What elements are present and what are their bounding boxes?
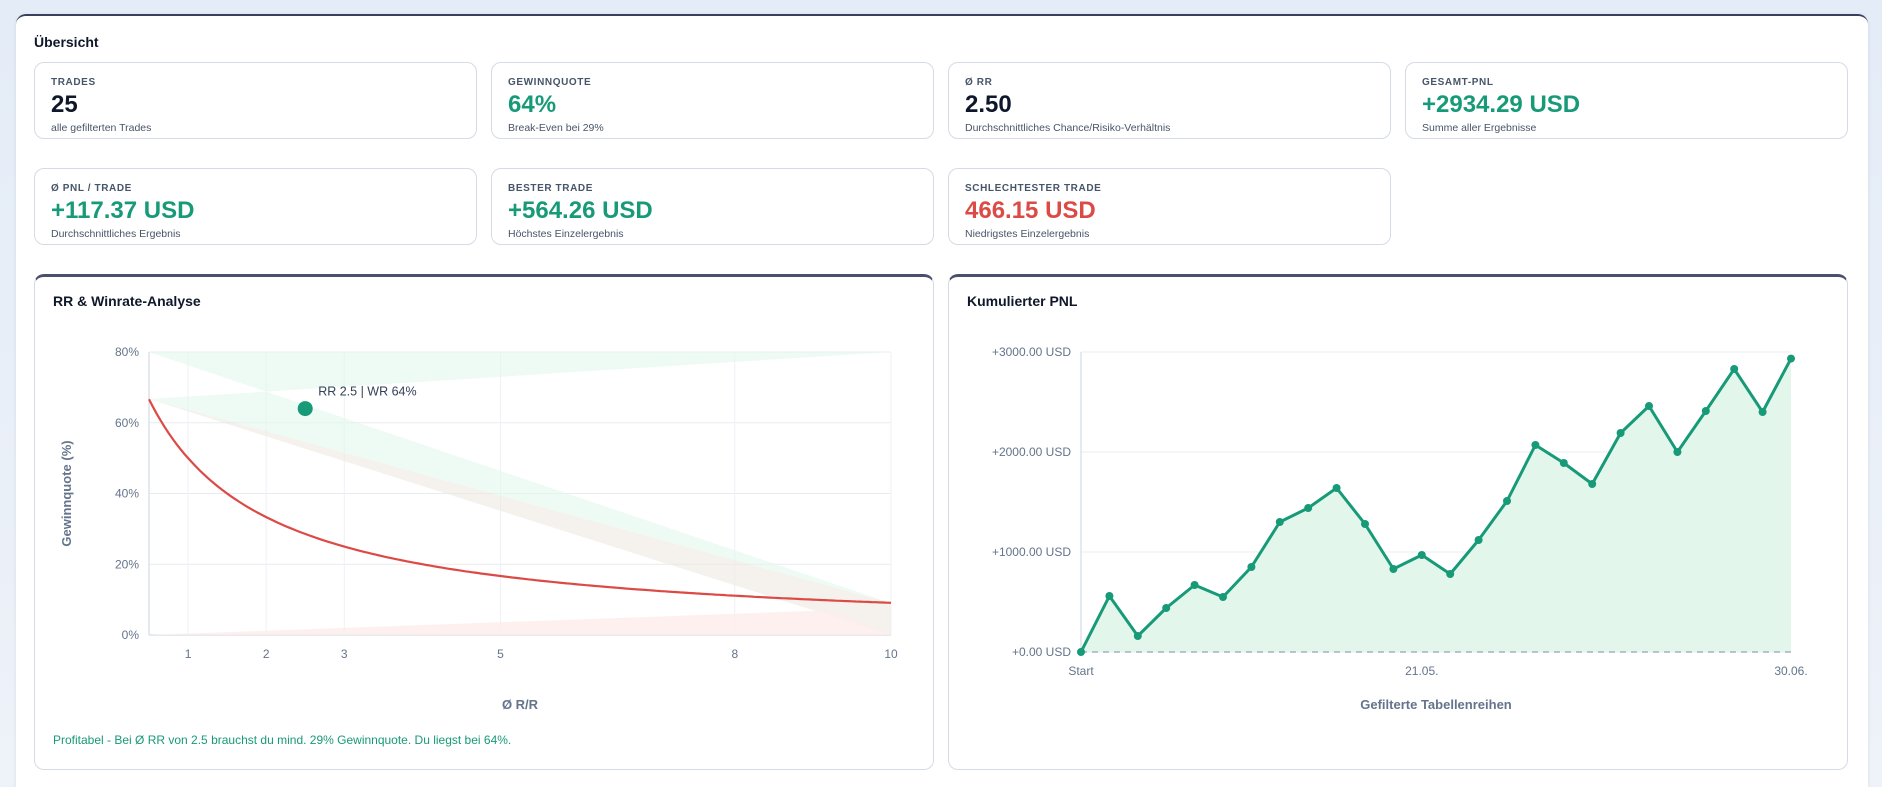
kpi-label: SCHLECHTESTER TRADE — [965, 183, 1102, 194]
pnl-point — [1417, 551, 1426, 559]
kpi-value: 2.50 — [965, 91, 1012, 118]
kpi-sub: Niedrigstes Einzelergebnis — [965, 228, 1090, 240]
x-axis-label: Ø R/R — [502, 697, 539, 712]
y-axis-label: Gewinnquote (%) — [59, 440, 74, 546]
kpi-sub: alle gefilterten Trades — [51, 122, 152, 134]
kpi-label: ø RR — [965, 77, 993, 88]
pnl-point — [1332, 484, 1341, 492]
kpi-card-trades: TRADES 25 alle gefilterten Trades — [34, 62, 477, 139]
kpi-value: 25 — [51, 91, 78, 118]
pnl-point — [1531, 441, 1540, 449]
x-tick-label: 10 — [884, 647, 898, 661]
y-tick-label: 40% — [115, 487, 139, 501]
y-tick-label: 20% — [115, 557, 139, 571]
pnl-point — [1758, 408, 1767, 416]
profitability-note: Profitabel - Bei Ø RR von 2.5 brauchst d… — [53, 733, 512, 747]
chart-title: RR & Winrate-Analyse — [53, 293, 201, 309]
kpi-label: ø PNL / TRADE — [51, 183, 132, 194]
kpi-card-best-trade: BESTER TRADE +564.26 USD Höchstes Einzel… — [491, 168, 934, 245]
pnl-point — [1645, 402, 1653, 410]
rr-winrate-chart: 0% 20% 40% 60% 80% 1 2 3 5 8 10 RR 2.5 | WR 64% Ø R/… — [59, 345, 898, 712]
pnl-point — [1787, 354, 1795, 363]
kpi-value: +2934.29 USD — [1422, 91, 1581, 118]
pnl-line — [1079, 357, 1793, 653]
pnl-point — [1616, 429, 1625, 437]
kpi-label: GEWINNQUOTE — [508, 77, 592, 88]
chart-title: Kumulierter PNL — [967, 293, 1078, 309]
x-tick-label: 8 — [731, 647, 738, 661]
pnl-point — [1190, 581, 1199, 589]
kpi-value: 64% — [508, 91, 557, 118]
kpi-card-total-pnl: GESAMT-PNL +2934.29 USD Summe aller Erge… — [1405, 62, 1848, 139]
kpi-card-worst-trade: SCHLECHTESTER TRADE 466.15 USD Niedrigst… — [948, 168, 1391, 245]
overview-panel: Übersicht TRADES 25 alle gefilterten Tra… — [16, 14, 1868, 787]
pnl-point — [1133, 632, 1142, 640]
pnl-point — [1673, 448, 1682, 456]
y-tick-label: +1000.00 USD — [992, 545, 1071, 559]
kpi-sub: Höchstes Einzelergebnis — [508, 228, 624, 240]
y-tick-label: +2000.00 USD — [992, 445, 1071, 459]
pnl-point — [1162, 604, 1171, 612]
x-tick-label: 2 — [263, 647, 270, 661]
pnl-point — [1701, 407, 1710, 415]
pnl-point — [1361, 520, 1369, 528]
overview-title: Übersicht — [34, 34, 99, 50]
kpi-label: GESAMT-PNL — [1422, 77, 1494, 88]
pnl-point — [1219, 593, 1227, 601]
kpi-card-avg-pnl: ø PNL / TRADE +117.37 USD Durchschnittli… — [34, 168, 477, 245]
current-position-point — [297, 401, 313, 417]
kpi-sub: Durchschnittliches Ergebnis — [51, 228, 181, 240]
profit-zone — [149, 352, 891, 604]
pnl-point — [1559, 459, 1568, 467]
kpi-label: BESTER TRADE — [508, 183, 593, 194]
y-tick-label: 60% — [115, 416, 139, 430]
x-tick-label: 1 — [185, 647, 192, 661]
y-tick-label: +3000.00 USD — [992, 345, 1071, 359]
pnl-area — [1081, 358, 1791, 652]
y-tick-label: 0% — [122, 628, 140, 642]
pnl-point — [1474, 536, 1483, 544]
pnl-point — [1105, 592, 1114, 600]
kpi-label: TRADES — [51, 77, 96, 88]
kpi-card-winrate: GEWINNQUOTE 64% Break-Even bei 29% — [491, 62, 934, 139]
x-tick-label: 5 — [497, 647, 504, 661]
kpi-sub: Summe aller Ergebnisse — [1422, 122, 1537, 134]
cumulative-pnl-chart: +0.00 USD +1000.00 USD +2000.00 USD +3000.0… — [992, 345, 1808, 712]
pnl-point — [1275, 518, 1284, 526]
pnl-point — [1446, 570, 1455, 578]
y-tick-label: 80% — [115, 345, 139, 359]
pnl-point — [1588, 480, 1597, 488]
pnl-chart-card: Kumulierter PNL +0.00 USD +1000.00 USD +20… — [948, 274, 1848, 770]
x-tick-label: Start — [1068, 664, 1094, 678]
pnl-point — [1389, 565, 1398, 573]
loss-zone — [149, 610, 891, 635]
neutral-zone — [149, 399, 891, 635]
kpi-value: +117.37 USD — [51, 197, 195, 224]
pnl-point — [1304, 504, 1313, 512]
pnl-point — [1503, 497, 1511, 505]
kpi-value: 466.15 USD — [965, 197, 1096, 224]
kpi-card-avg-rr: ø RR 2.50 Durchschnittliches Chance/Risi… — [948, 62, 1391, 139]
break-even-curve — [148, 398, 892, 604]
kpi-value: +564.26 USD — [508, 197, 653, 224]
x-tick-label: 21.05. — [1405, 664, 1438, 678]
rr-winrate-chart-card: RR & Winrate-Analyse 0% 20% 40% 60% 80% 1 2 3 5 8… — [34, 274, 934, 770]
pnl-point — [1077, 648, 1085, 656]
kpi-sub: Durchschnittliches Chance/Risiko-Verhält… — [965, 122, 1171, 134]
kpi-sub: Break-Even bei 29% — [508, 122, 604, 134]
pnl-point — [1730, 365, 1739, 373]
x-tick-label: 3 — [341, 647, 348, 661]
point-label: RR 2.5 | WR 64% — [318, 385, 416, 399]
y-tick-label: +0.00 USD — [1012, 645, 1071, 659]
pnl-point — [1247, 563, 1256, 571]
x-tick-label: 30.06. — [1774, 664, 1807, 678]
x-axis-label: Gefilterte Tabellenreihen — [1360, 697, 1512, 712]
